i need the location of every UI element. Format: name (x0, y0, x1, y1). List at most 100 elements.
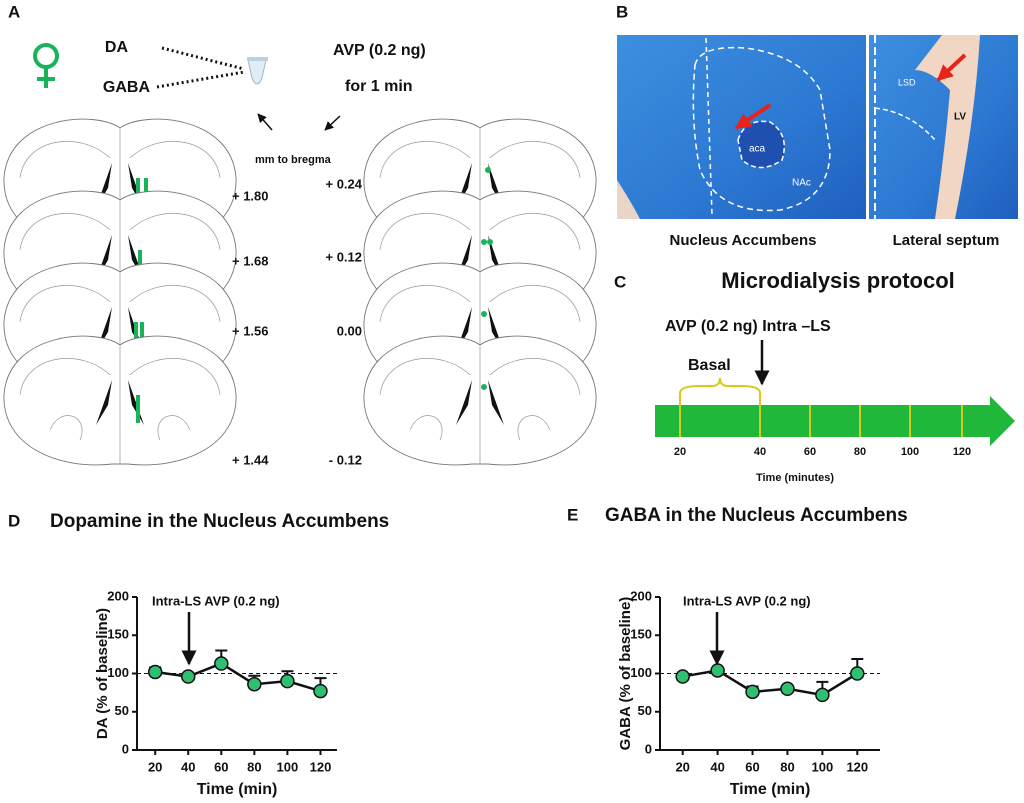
y-tick-label: 200 (107, 588, 129, 603)
data-point (675, 669, 690, 684)
x-tick-label: 40 (181, 759, 195, 774)
y-tick-label: 0 (645, 741, 652, 756)
section-inner (379, 345, 581, 464)
probe-site (481, 239, 487, 245)
timeline-tick-label: 40 (754, 446, 766, 458)
coordinate-label: - 0.12 (329, 452, 362, 467)
probe-track (140, 322, 144, 350)
section-inner (19, 128, 221, 247)
protocol-title: Microdialysis protocol (721, 268, 955, 293)
histology-ls (869, 35, 1018, 219)
x-tick-label: 60 (745, 759, 759, 774)
probe-track (134, 322, 138, 350)
timeline-bar (655, 396, 1015, 446)
injection-label: GABA (103, 79, 151, 96)
section-inner (379, 128, 581, 247)
probe-track (138, 250, 142, 278)
annotation: Intra-LS AVP (0.2 ng) (683, 593, 811, 608)
section-inner (379, 272, 581, 391)
arrow (257, 113, 273, 131)
panel-label: B (616, 2, 628, 21)
y-tick-label: 200 (630, 588, 652, 603)
chart: D Dopamine in the Nucleus Accumbens 0 50 100… (8, 511, 389, 798)
tube-icon (247, 57, 268, 85)
probe-site (481, 384, 487, 390)
data-point (745, 684, 760, 700)
y-tick-label: 100 (107, 665, 129, 680)
data-point (180, 669, 196, 684)
coordinate-label: + 1.68 (232, 253, 269, 268)
ventricle (96, 307, 144, 352)
probe-site (481, 311, 487, 317)
probe-track (136, 395, 140, 423)
probe-site (487, 239, 493, 245)
y-tick-label: 150 (107, 627, 129, 642)
timeline-ticks: 20 40 60 80 100 120 (674, 405, 971, 458)
data-point (280, 673, 295, 689)
injection-label: DA (105, 39, 129, 56)
x-tick-label: 120 (846, 759, 868, 774)
section-inner (19, 200, 221, 319)
panel-label: D (8, 511, 20, 530)
y-axis-label: GABA (% of baseline) (617, 597, 634, 751)
data-point (147, 664, 163, 680)
y-tick-label: 150 (630, 627, 652, 642)
x-tick-label: 80 (247, 759, 261, 774)
data-point (815, 687, 830, 703)
histology-nac (617, 35, 866, 219)
ventricle (456, 163, 504, 208)
chart-title: Dopamine in the Nucleus Accumbens (50, 511, 389, 532)
panel-label: A (8, 2, 20, 21)
injection-label: AVP (0.2 ng) Intra –LS (665, 318, 831, 335)
x-tick-label: 100 (812, 759, 834, 774)
ventricle (456, 307, 504, 352)
image-caption: Lateral septum (893, 232, 1000, 249)
coordinate-label: + 1.44 (232, 452, 269, 467)
x-tick-label: 100 (277, 759, 299, 774)
probe-site (485, 167, 491, 173)
data-line (682, 669, 858, 697)
x-tick-label: 60 (214, 759, 228, 774)
data-point (247, 676, 262, 692)
annotation: Intra-LS AVP (0.2 ng) (152, 593, 280, 608)
x-tick-label: 20 (675, 759, 689, 774)
y-tick-label: 50 (638, 703, 652, 718)
treatment-label: for 1 min (345, 78, 413, 95)
x-axis-label: Time (min) (197, 781, 278, 798)
region-label: LV (954, 112, 966, 123)
data-point (313, 683, 328, 699)
panel-label: C (614, 272, 626, 291)
timeline-tick-label: 120 (953, 446, 971, 458)
coordinate-title: mm to bregma (255, 154, 332, 166)
data-point (780, 681, 795, 697)
panel-label: E (567, 505, 578, 524)
ventricle (96, 163, 144, 208)
coordinate-label: + 0.24 (325, 176, 362, 191)
ventricle (96, 380, 144, 425)
x-tick-label: 20 (148, 759, 162, 774)
x-tick-label: 40 (710, 759, 724, 774)
x-axis-label: Time (min) (730, 781, 811, 798)
data-line (155, 662, 321, 693)
section-inner (379, 200, 581, 319)
y-tick-label: 0 (122, 741, 129, 756)
charts: D Dopamine in the Nucleus Accumbens 0 50 100… (8, 505, 908, 798)
data-point (710, 663, 725, 678)
x-tick-label: 120 (310, 759, 332, 774)
timeline-tick-label: 100 (901, 446, 919, 458)
brain-section (363, 335, 597, 466)
region-label: aca (749, 144, 766, 155)
y-axis-label: DA (% of baseline) (94, 608, 111, 739)
ventricle (456, 235, 504, 280)
female-symbol (33, 43, 59, 88)
region-label: LSD (898, 77, 916, 87)
timeline-tick-label: 80 (854, 446, 866, 458)
region-label: NAc (792, 178, 811, 189)
brain-sections (3, 118, 597, 466)
arrow (324, 115, 341, 131)
data-point (850, 666, 865, 681)
ventricle (456, 380, 504, 425)
timeline-tick-label: 60 (804, 446, 816, 458)
coordinate-label: + 1.56 (232, 323, 269, 338)
